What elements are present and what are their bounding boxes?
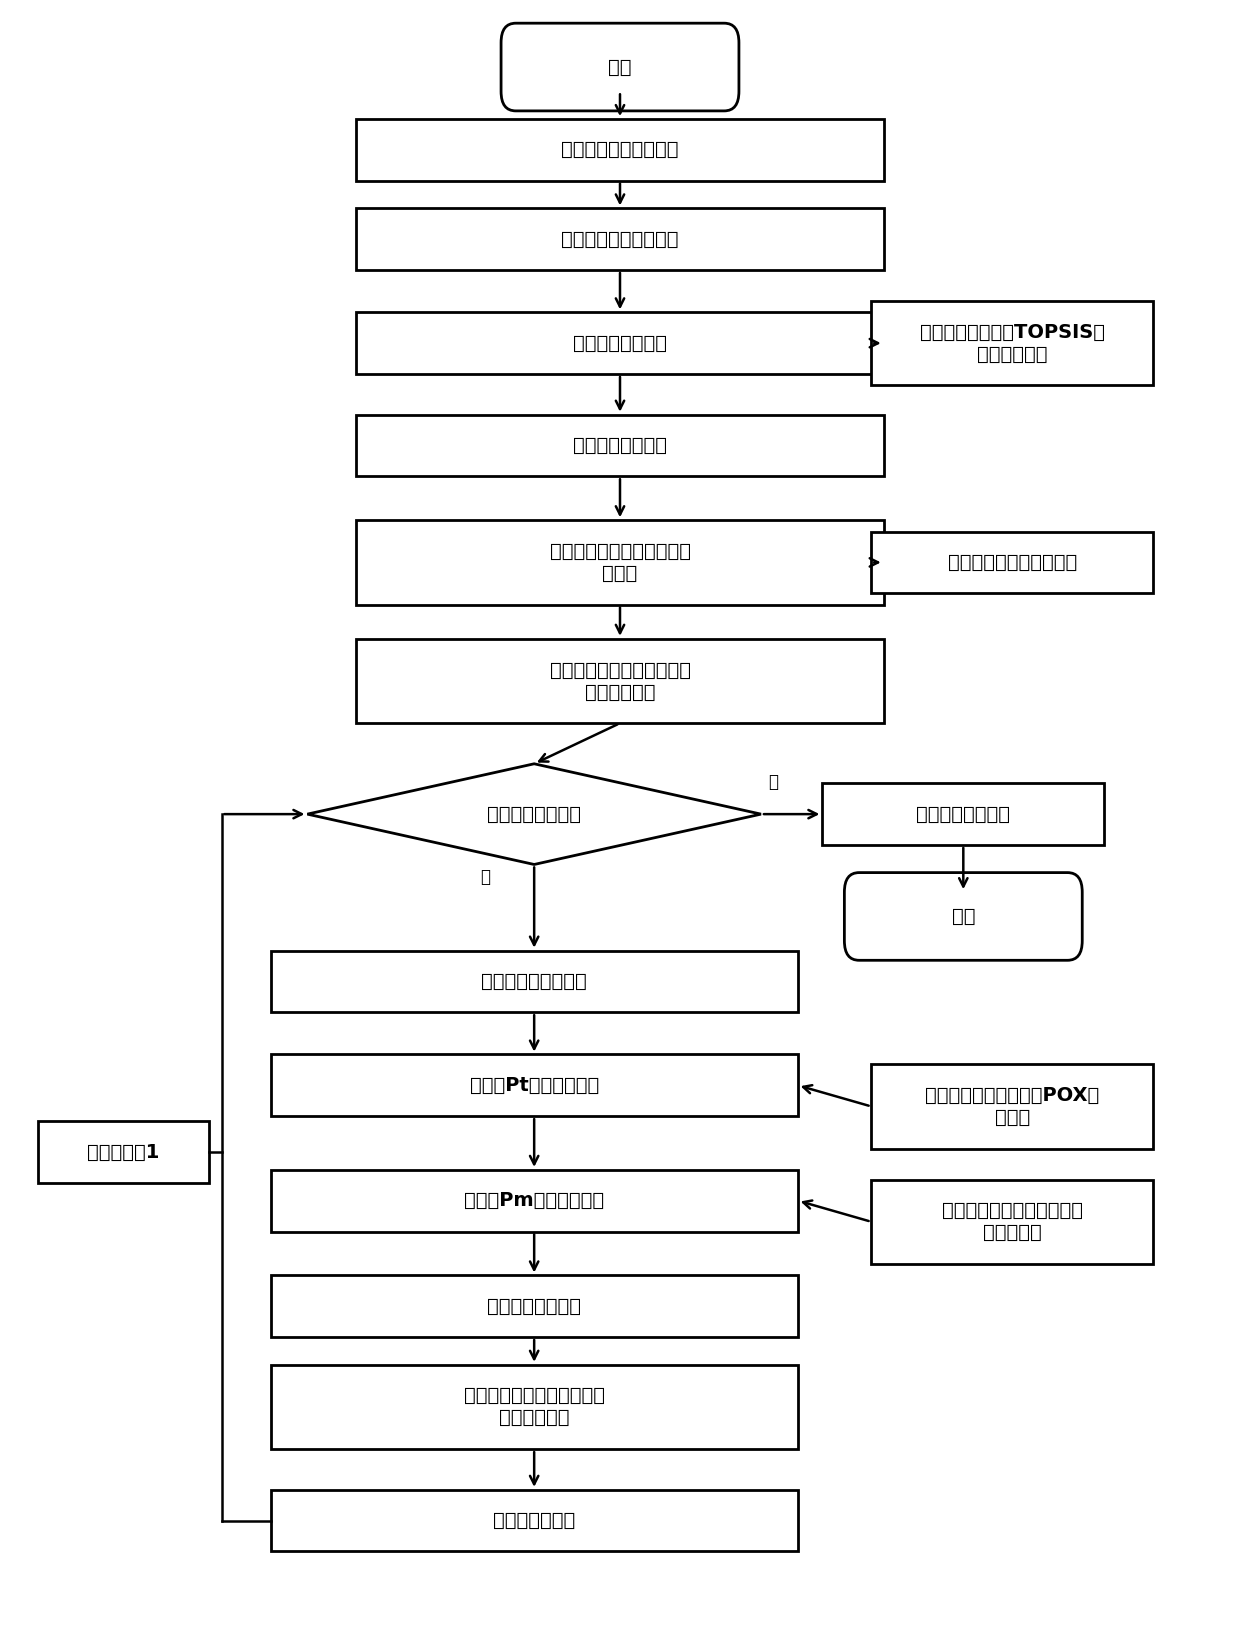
- Text: 是: 是: [769, 773, 779, 791]
- Text: 解码并计算染色体对应排产
方案完工时间: 解码并计算染色体对应排产 方案完工时间: [549, 660, 691, 701]
- Text: 基于灵敏度分析和TOPSIS的
瓶颈识别方法: 基于灵敏度分析和TOPSIS的 瓶颈识别方法: [920, 323, 1105, 364]
- Bar: [356, 120, 884, 180]
- Bar: [270, 1276, 797, 1337]
- Text: 设置瓶颈设备识别参数: 设置瓶颈设备识别参数: [562, 229, 678, 249]
- Bar: [270, 1170, 797, 1232]
- Bar: [270, 950, 797, 1012]
- Text: 随机产生排产的初始化染色
体种群: 随机产生排产的初始化染色 体种群: [549, 542, 691, 583]
- Text: 按概率Pt进行交叉操作: 按概率Pt进行交叉操作: [470, 1076, 599, 1094]
- Bar: [822, 783, 1105, 845]
- Bar: [872, 301, 1153, 385]
- Bar: [872, 1065, 1153, 1148]
- Polygon shape: [308, 763, 761, 865]
- Text: 开始: 开始: [609, 57, 631, 77]
- Text: 确定含能材料排产环境: 确定含能材料排产环境: [562, 141, 678, 159]
- Text: 基于瓶颈信息的两阶段重定
位变异算子: 基于瓶颈信息的两阶段重定 位变异算子: [942, 1201, 1083, 1242]
- Bar: [872, 532, 1153, 593]
- Text: 基于瓶颈信息的两阶段POX交
叉算子: 基于瓶颈信息的两阶段POX交 叉算子: [925, 1086, 1100, 1127]
- Bar: [872, 1179, 1153, 1265]
- Bar: [37, 1120, 210, 1183]
- Bar: [270, 1364, 797, 1450]
- Bar: [356, 313, 884, 373]
- Text: 新一代染色体种群: 新一代染色体种群: [487, 1297, 582, 1315]
- Text: 轮盘赌法挑选染色体: 轮盘赌法挑选染色体: [481, 971, 587, 991]
- Text: 输出优化排产方案: 输出优化排产方案: [916, 804, 1011, 824]
- FancyBboxPatch shape: [844, 873, 1083, 960]
- Bar: [270, 1489, 797, 1551]
- Text: 结束: 结束: [951, 907, 975, 925]
- Text: 解码并计算染色体对应排产
方案完工时间: 解码并计算染色体对应排产 方案完工时间: [464, 1386, 605, 1427]
- Bar: [270, 1055, 797, 1115]
- Text: 设置遗传算法参数: 设置遗传算法参数: [573, 436, 667, 455]
- Bar: [356, 521, 884, 604]
- Text: 否: 否: [480, 868, 490, 886]
- Text: 按概率Pm进行变异操作: 按概率Pm进行变异操作: [464, 1191, 604, 1210]
- Text: 染色体种群更新: 染色体种群更新: [494, 1512, 575, 1530]
- Text: 基于工序的实数编码方法: 基于工序的实数编码方法: [947, 554, 1078, 572]
- Text: 是否大于迭代次数: 是否大于迭代次数: [487, 804, 582, 824]
- Bar: [356, 639, 884, 724]
- Bar: [356, 414, 884, 477]
- FancyBboxPatch shape: [501, 23, 739, 111]
- Text: 识别得出瓶颈设备: 识别得出瓶颈设备: [573, 334, 667, 352]
- Text: 迭代次数加1: 迭代次数加1: [87, 1142, 160, 1161]
- Bar: [356, 208, 884, 270]
